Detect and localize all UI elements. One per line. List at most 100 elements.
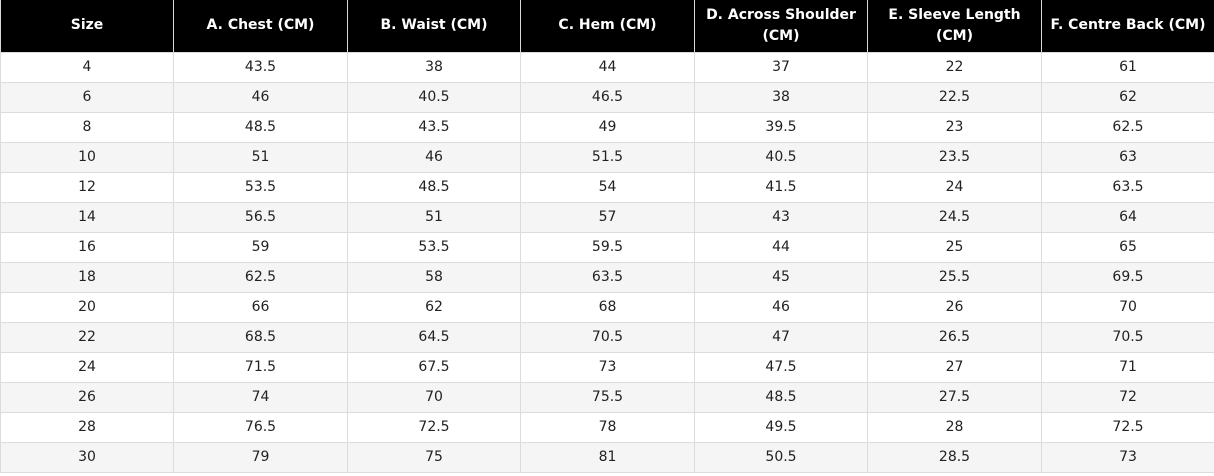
cell-chest: 46 — [173, 81, 348, 113]
cell-centre-back: 72.5 — [1041, 411, 1214, 443]
cell-across-shoulder: 41.5 — [694, 171, 868, 203]
table-row: 8 48.5 43.5 49 39.5 23 62.5 — [0, 111, 1214, 143]
cell-chest: 66 — [173, 291, 348, 323]
cell-hem: 68 — [520, 291, 695, 323]
table-row: 24 71.5 67.5 73 47.5 27 71 — [0, 351, 1214, 383]
cell-chest: 76.5 — [173, 411, 348, 443]
cell-sleeve-length: 26.5 — [867, 321, 1042, 353]
cell-hem: 51.5 — [520, 141, 695, 173]
header-chest: A. Chest (CM) — [173, 0, 348, 52]
cell-hem: 78 — [520, 411, 695, 443]
table-body: 4 43.5 38 44 37 22 61 6 46 40.5 46.5 38 22.5 62 8 48.5 4… — [0, 51, 1214, 473]
cell-centre-back: 73 — [1041, 441, 1214, 473]
cell-hem: 49 — [520, 111, 695, 143]
cell-hem: 75.5 — [520, 381, 695, 413]
header-size: Size — [0, 0, 174, 52]
header-centre-back: F. Centre Back (CM) — [1041, 0, 1214, 52]
cell-waist: 51 — [347, 201, 521, 233]
cell-centre-back: 72 — [1041, 381, 1214, 413]
table-row: 28 76.5 72.5 78 49.5 28 72.5 — [0, 411, 1214, 443]
cell-waist: 70 — [347, 381, 521, 413]
cell-waist: 38 — [347, 51, 521, 83]
cell-waist: 75 — [347, 441, 521, 473]
cell-hem: 70.5 — [520, 321, 695, 353]
cell-size: 30 — [0, 441, 174, 473]
cell-hem: 81 — [520, 441, 695, 473]
cell-sleeve-length: 23 — [867, 111, 1042, 143]
cell-hem: 73 — [520, 351, 695, 383]
cell-centre-back: 64 — [1041, 201, 1214, 233]
cell-across-shoulder: 39.5 — [694, 111, 868, 143]
cell-hem: 59.5 — [520, 231, 695, 263]
header-hem: C. Hem (CM) — [520, 0, 695, 52]
cell-sleeve-length: 28.5 — [867, 441, 1042, 473]
header-sleeve-length: E. Sleeve Length (CM) — [867, 0, 1042, 52]
table-row: 30 79 75 81 50.5 28.5 73 — [0, 441, 1214, 473]
cell-chest: 62.5 — [173, 261, 348, 293]
cell-across-shoulder: 46 — [694, 291, 868, 323]
cell-across-shoulder: 49.5 — [694, 411, 868, 443]
cell-sleeve-length: 25 — [867, 231, 1042, 263]
cell-waist: 64.5 — [347, 321, 521, 353]
cell-size: 16 — [0, 231, 174, 263]
cell-centre-back: 63.5 — [1041, 171, 1214, 203]
cell-across-shoulder: 37 — [694, 51, 868, 83]
cell-size: 18 — [0, 261, 174, 293]
cell-centre-back: 65 — [1041, 231, 1214, 263]
cell-waist: 62 — [347, 291, 521, 323]
cell-chest: 79 — [173, 441, 348, 473]
cell-centre-back: 70 — [1041, 291, 1214, 323]
cell-size: 14 — [0, 201, 174, 233]
cell-across-shoulder: 48.5 — [694, 381, 868, 413]
cell-chest: 71.5 — [173, 351, 348, 383]
cell-centre-back: 70.5 — [1041, 321, 1214, 353]
cell-waist: 72.5 — [347, 411, 521, 443]
header-across-shoulder: D. Across Shoulder (CM) — [694, 0, 868, 52]
cell-centre-back: 71 — [1041, 351, 1214, 383]
cell-sleeve-length: 28 — [867, 411, 1042, 443]
cell-centre-back: 63 — [1041, 141, 1214, 173]
cell-size: 20 — [0, 291, 174, 323]
cell-chest: 51 — [173, 141, 348, 173]
cell-size: 4 — [0, 51, 174, 83]
cell-size: 6 — [0, 81, 174, 113]
cell-chest: 59 — [173, 231, 348, 263]
cell-across-shoulder: 44 — [694, 231, 868, 263]
cell-across-shoulder: 40.5 — [694, 141, 868, 173]
header-row: Size A. Chest (CM) B. Waist (CM) C. Hem … — [0, 0, 1214, 52]
cell-chest: 68.5 — [173, 321, 348, 353]
cell-hem: 54 — [520, 171, 695, 203]
table-row: 20 66 62 68 46 26 70 — [0, 291, 1214, 323]
cell-across-shoulder: 50.5 — [694, 441, 868, 473]
table-header: Size A. Chest (CM) B. Waist (CM) C. Hem … — [0, 0, 1214, 52]
cell-sleeve-length: 27.5 — [867, 381, 1042, 413]
cell-size: 26 — [0, 381, 174, 413]
cell-size: 22 — [0, 321, 174, 353]
table-row: 10 51 46 51.5 40.5 23.5 63 — [0, 141, 1214, 173]
cell-waist: 67.5 — [347, 351, 521, 383]
table-row: 18 62.5 58 63.5 45 25.5 69.5 — [0, 261, 1214, 293]
cell-centre-back: 62 — [1041, 81, 1214, 113]
cell-chest: 43.5 — [173, 51, 348, 83]
cell-size: 10 — [0, 141, 174, 173]
cell-centre-back: 62.5 — [1041, 111, 1214, 143]
cell-sleeve-length: 22 — [867, 51, 1042, 83]
cell-across-shoulder: 38 — [694, 81, 868, 113]
cell-centre-back: 61 — [1041, 51, 1214, 83]
cell-across-shoulder: 45 — [694, 261, 868, 293]
cell-sleeve-length: 26 — [867, 291, 1042, 323]
cell-size: 8 — [0, 111, 174, 143]
cell-size: 28 — [0, 411, 174, 443]
table-row: 16 59 53.5 59.5 44 25 65 — [0, 231, 1214, 263]
cell-waist: 53.5 — [347, 231, 521, 263]
cell-waist: 48.5 — [347, 171, 521, 203]
cell-across-shoulder: 47.5 — [694, 351, 868, 383]
cell-across-shoulder: 47 — [694, 321, 868, 353]
table-row: 14 56.5 51 57 43 24.5 64 — [0, 201, 1214, 233]
cell-size: 24 — [0, 351, 174, 383]
cell-waist: 46 — [347, 141, 521, 173]
cell-chest: 74 — [173, 381, 348, 413]
table-row: 22 68.5 64.5 70.5 47 26.5 70.5 — [0, 321, 1214, 353]
cell-sleeve-length: 24.5 — [867, 201, 1042, 233]
